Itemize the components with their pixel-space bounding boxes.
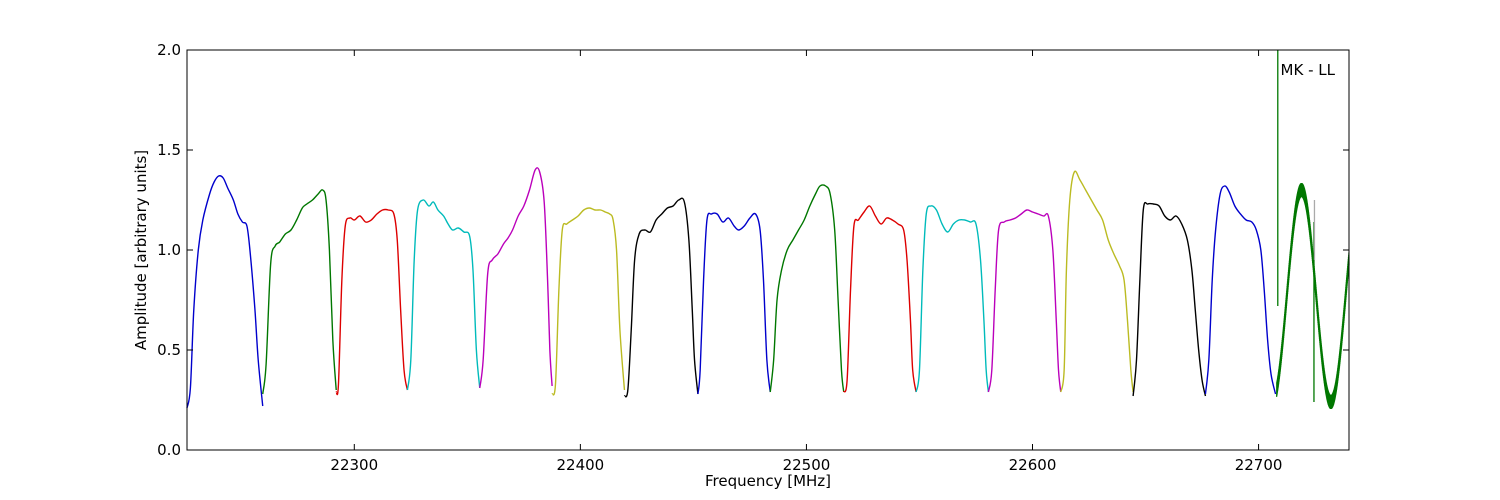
y-ticks: 0.0 0.5 1.0 1.5 2.0 (157, 41, 1349, 459)
series-line (623, 197, 699, 398)
y-tick-label: 0.0 (157, 441, 181, 459)
series-line (406, 199, 481, 391)
series-line (769, 184, 845, 393)
x-tick-label: 22700 (1235, 456, 1283, 474)
plot-background (187, 50, 1349, 450)
series-line (987, 209, 1062, 393)
y-tick-label: 1.5 (157, 141, 181, 159)
series-line (551, 207, 626, 396)
series-line (843, 205, 917, 393)
y-tick-label: 2.0 (157, 41, 181, 59)
x-ticks: 22300 22400 22500 22600 22700 (330, 50, 1282, 474)
series-line (335, 208, 409, 396)
series-layer (186, 50, 1350, 409)
x-tick-label: 22500 (783, 456, 831, 474)
x-tick-label: 22600 (1009, 456, 1057, 474)
series-line (479, 167, 553, 389)
y-tick-label: 1.0 (157, 241, 181, 259)
x-axis-label: Frequency [MHz] (705, 472, 831, 490)
x-tick-label: 22400 (557, 456, 605, 474)
y-axis-label: Amplitude [arbitrary units] (132, 150, 150, 350)
series-line (1132, 201, 1207, 397)
series-line (1204, 185, 1277, 395)
annotation-label: MK - LL (1281, 61, 1336, 79)
series-line (1060, 170, 1134, 393)
series-line (697, 212, 771, 395)
y-tick-label: 0.5 (157, 341, 181, 359)
series-line (186, 175, 264, 409)
series-line (262, 189, 337, 395)
fringe-series-line (1276, 182, 1350, 409)
x-tick-label: 22300 (330, 456, 378, 474)
series-line (915, 205, 990, 393)
